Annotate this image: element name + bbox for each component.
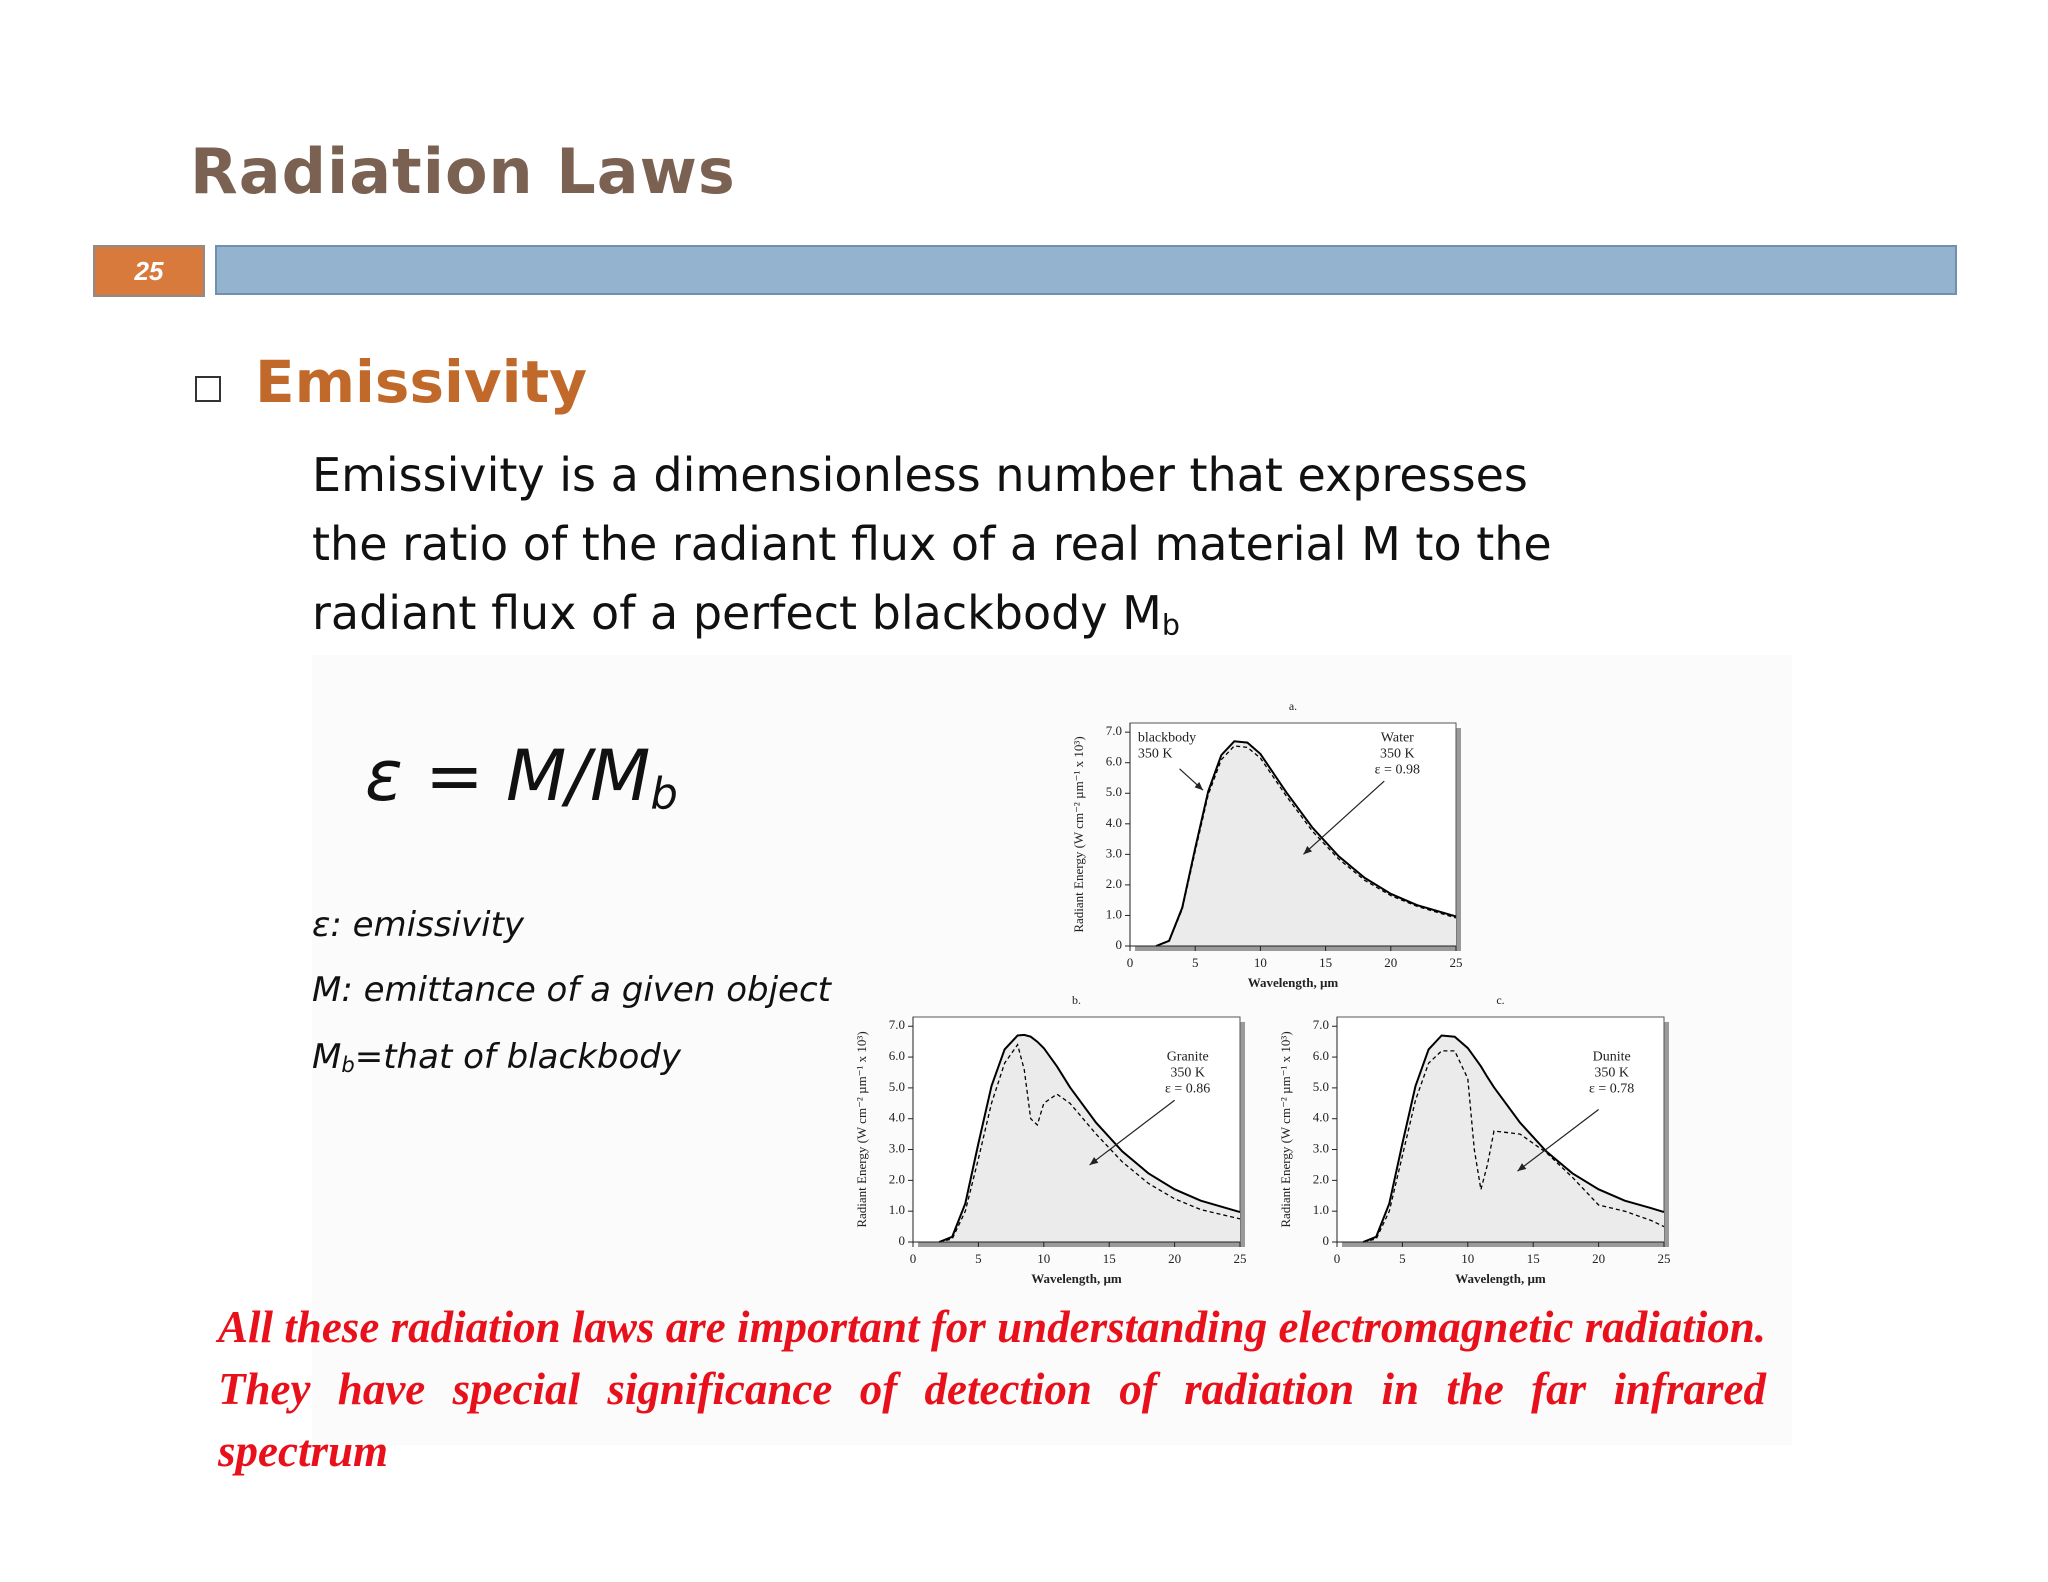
x-tick-label: 0	[910, 1251, 917, 1266]
y-axis-label: Radiant Energy (W cm⁻² µm⁻¹ x 10³)	[1071, 736, 1086, 932]
bullet-heading: Emissivity	[255, 348, 588, 416]
area	[939, 1034, 1240, 1242]
formula-text: ε = M/M	[365, 735, 651, 817]
y-tick-label: 3.0	[1106, 845, 1122, 860]
bullet	[195, 376, 221, 402]
area	[1156, 741, 1456, 946]
y-tick-label: 7.0	[1313, 1017, 1329, 1032]
subscript: b	[341, 1052, 355, 1078]
chart-label: a.	[1289, 699, 1297, 713]
x-tick-label: 25	[1234, 1251, 1247, 1266]
body-text: radiant flux of a perfect blackbody M	[312, 586, 1162, 640]
y-tick-label: 1.0	[889, 1202, 905, 1217]
x-tick-label: 15	[1103, 1251, 1116, 1266]
definition: M: emittance of a given object	[312, 970, 831, 1010]
annotation: blackbody	[1138, 730, 1196, 745]
definition: ε: emissivity	[312, 905, 525, 945]
y-tick-label: 6.0	[889, 1048, 905, 1063]
chart-label: c.	[1496, 993, 1504, 1007]
x-tick-label: 10	[1461, 1251, 1474, 1266]
annotation: 350 K	[1380, 746, 1415, 761]
definition-text: M	[312, 1037, 342, 1077]
formula: ε = M/Mb	[365, 735, 678, 820]
x-axis-label: Wavelength, µm	[1455, 1271, 1546, 1286]
x-tick-label: 5	[1192, 955, 1199, 970]
area	[1363, 1035, 1664, 1242]
annotation: ε = 0.98	[1375, 762, 1420, 777]
y-tick-label: 5.0	[1106, 784, 1122, 799]
annotation-arrow	[1517, 1108, 1599, 1172]
definition-text: =that of blackbody	[354, 1037, 681, 1077]
series-line	[939, 1043, 1241, 1243]
y-tick-label: 5.0	[1313, 1079, 1329, 1094]
x-tick-label: 10	[1254, 955, 1267, 970]
body-line: the ratio of the radiant flux of a real …	[312, 517, 1552, 571]
annotation-arrow	[1179, 768, 1204, 791]
y-tick-label: 4.0	[1313, 1110, 1329, 1125]
annotation: 350 K	[1170, 1065, 1205, 1080]
y-tick-label: 2.0	[889, 1171, 905, 1186]
series-line	[1363, 1050, 1665, 1243]
x-axis-label: Wavelength, µm	[1248, 975, 1339, 990]
subscript: b	[650, 769, 678, 820]
chart-label: b.	[1072, 993, 1081, 1007]
x-tick-label: 20	[1592, 1251, 1605, 1266]
annotation: Dunite	[1593, 1049, 1631, 1064]
y-tick-label: 3.0	[889, 1141, 905, 1156]
annotation: 350 K	[1594, 1065, 1629, 1080]
x-tick-label: 25	[1450, 955, 1463, 970]
y-tick-label: 0	[899, 1233, 906, 1248]
x-tick-label: 0	[1127, 955, 1134, 970]
subscript: b	[1161, 608, 1180, 642]
annotation-arrow	[1303, 780, 1385, 855]
y-tick-label: 6.0	[1313, 1048, 1329, 1063]
y-tick-label: 2.0	[1313, 1171, 1329, 1186]
y-tick-label: 7.0	[889, 1017, 905, 1032]
y-tick-label: 7.0	[1106, 723, 1122, 738]
annotation: ε = 0.86	[1165, 1081, 1210, 1096]
y-tick-label: 2.0	[1106, 876, 1122, 891]
x-axis-label: Wavelength, µm	[1031, 1271, 1122, 1286]
x-tick-label: 20	[1384, 955, 1397, 970]
slide-title: Radiation Laws	[190, 135, 736, 208]
y-tick-label: 4.0	[889, 1110, 905, 1125]
annotation: 350 K	[1138, 746, 1173, 761]
y-tick-label: 3.0	[1313, 1141, 1329, 1156]
annotation: Water	[1381, 730, 1414, 745]
body-line: radiant flux of a perfect blackbody Mb	[312, 586, 1180, 642]
y-axis-label: Radiant Energy (W cm⁻² µm⁻¹ x 10³)	[1278, 1031, 1293, 1227]
annotation-arrow	[1089, 1099, 1175, 1166]
x-tick-label: 15	[1527, 1251, 1540, 1266]
footer-note: All these radiation laws are important f…	[218, 1302, 1766, 1476]
y-axis-label: Radiant Energy (W cm⁻² µm⁻¹ x 10³)	[854, 1031, 869, 1227]
slide-number: 25	[93, 245, 205, 297]
y-tick-label: 0	[1116, 937, 1123, 952]
x-tick-label: 20	[1168, 1251, 1181, 1266]
body-line: Emissivity is a dimensionless number tha…	[312, 448, 1528, 502]
series-line	[1155, 745, 1457, 947]
y-tick-label: 1.0	[1313, 1202, 1329, 1217]
y-tick-label: 5.0	[889, 1079, 905, 1094]
annotation: ε = 0.78	[1589, 1081, 1634, 1096]
annotation: Granite	[1167, 1049, 1209, 1064]
y-tick-label: 1.0	[1106, 906, 1122, 921]
title-bar	[215, 245, 1957, 295]
x-tick-label: 5	[975, 1251, 982, 1266]
series-line	[1362, 1034, 1665, 1243]
x-tick-label: 5	[1399, 1251, 1406, 1266]
y-tick-label: 4.0	[1106, 815, 1122, 830]
definition: Mb=that of blackbody	[312, 1037, 681, 1077]
x-tick-label: 25	[1658, 1251, 1671, 1266]
x-tick-label: 10	[1037, 1251, 1050, 1266]
x-tick-label: 0	[1334, 1251, 1341, 1266]
series-line	[938, 1033, 1241, 1243]
x-tick-label: 15	[1319, 955, 1332, 970]
y-tick-label: 0	[1323, 1233, 1330, 1248]
y-tick-label: 6.0	[1106, 754, 1122, 769]
